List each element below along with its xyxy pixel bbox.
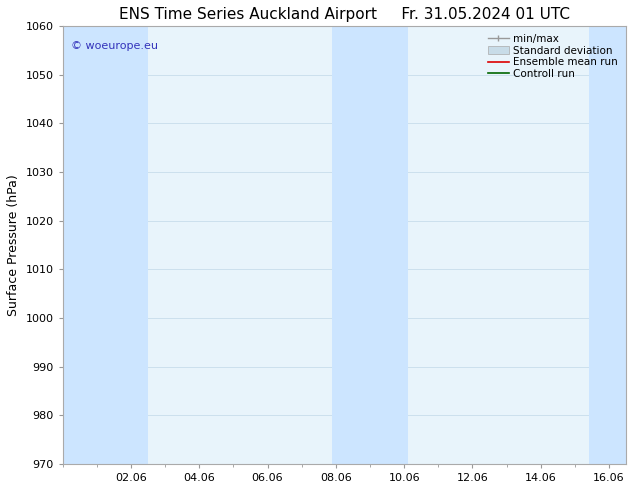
Bar — [588, 26, 626, 464]
Y-axis label: Surface Pressure (hPa): Surface Pressure (hPa) — [7, 174, 20, 316]
Text: © woeurope.eu: © woeurope.eu — [71, 41, 158, 51]
Bar — [63, 26, 148, 464]
Title: ENS Time Series Auckland Airport     Fr. 31.05.2024 01 UTC: ENS Time Series Auckland Airport Fr. 31.… — [119, 7, 570, 22]
Bar — [332, 26, 408, 464]
Legend: min/max, Standard deviation, Ensemble mean run, Controll run: min/max, Standard deviation, Ensemble me… — [485, 31, 621, 82]
